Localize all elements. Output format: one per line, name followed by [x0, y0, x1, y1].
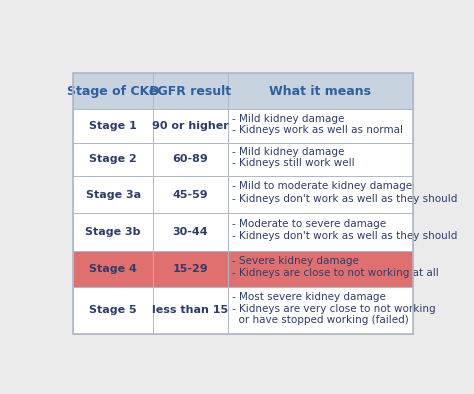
Bar — [228, 287, 413, 334]
Text: What it means: What it means — [269, 84, 371, 97]
Text: Stage 2: Stage 2 — [89, 154, 137, 164]
Text: 15-29: 15-29 — [173, 264, 208, 274]
Bar — [153, 109, 228, 143]
Text: - Mild to moderate kidney damage: - Mild to moderate kidney damage — [232, 181, 412, 191]
Bar — [73, 143, 153, 176]
Bar — [73, 287, 153, 334]
Text: Stage 5: Stage 5 — [89, 305, 137, 315]
Text: - Kidneys are close to not working at all: - Kidneys are close to not working at al… — [232, 268, 439, 278]
Bar — [73, 176, 153, 213]
Text: - Kidneys don't work as well as they should: - Kidneys don't work as well as they sho… — [232, 194, 457, 204]
Bar — [153, 143, 228, 176]
Text: - Kidneys work as well as normal: - Kidneys work as well as normal — [232, 125, 403, 135]
Bar — [228, 73, 413, 109]
Text: 30-44: 30-44 — [173, 227, 208, 237]
Bar — [153, 287, 228, 334]
Bar — [73, 213, 153, 251]
Text: - Kidneys are very close to not working: - Kidneys are very close to not working — [232, 303, 436, 314]
Text: 45-59: 45-59 — [173, 190, 208, 199]
Bar — [73, 109, 153, 143]
Bar — [73, 73, 153, 109]
Text: - Severe kidney damage: - Severe kidney damage — [232, 256, 359, 266]
Bar — [153, 73, 228, 109]
Bar — [73, 73, 413, 334]
Bar — [228, 143, 413, 176]
Text: Stage 3a: Stage 3a — [85, 190, 141, 199]
Text: 60-89: 60-89 — [173, 154, 208, 164]
Bar — [73, 251, 153, 287]
Bar — [153, 213, 228, 251]
Bar — [228, 213, 413, 251]
Bar — [153, 176, 228, 213]
Text: Stage of CKD: Stage of CKD — [67, 84, 159, 97]
Text: - Mild kidney damage: - Mild kidney damage — [232, 147, 345, 158]
Bar — [228, 251, 413, 287]
Text: - Moderate to severe damage: - Moderate to severe damage — [232, 219, 386, 229]
Text: - Kidneys don't work as well as they should: - Kidneys don't work as well as they sho… — [232, 231, 457, 242]
Text: - Kidneys still work well: - Kidneys still work well — [232, 158, 355, 168]
Bar — [153, 251, 228, 287]
Bar — [228, 109, 413, 143]
Text: - Mild kidney damage: - Mild kidney damage — [232, 113, 345, 124]
Text: Stage 1: Stage 1 — [89, 121, 137, 131]
Bar — [228, 176, 413, 213]
Text: - Most severe kidney damage: - Most severe kidney damage — [232, 292, 386, 302]
Text: eGFR result: eGFR result — [149, 84, 231, 97]
Text: less than 15: less than 15 — [152, 305, 228, 315]
Text: or have stopped working (failed): or have stopped working (failed) — [232, 315, 409, 325]
Text: 90 or higher: 90 or higher — [152, 121, 228, 131]
Text: Stage 4: Stage 4 — [89, 264, 137, 274]
Text: Stage 3b: Stage 3b — [85, 227, 141, 237]
